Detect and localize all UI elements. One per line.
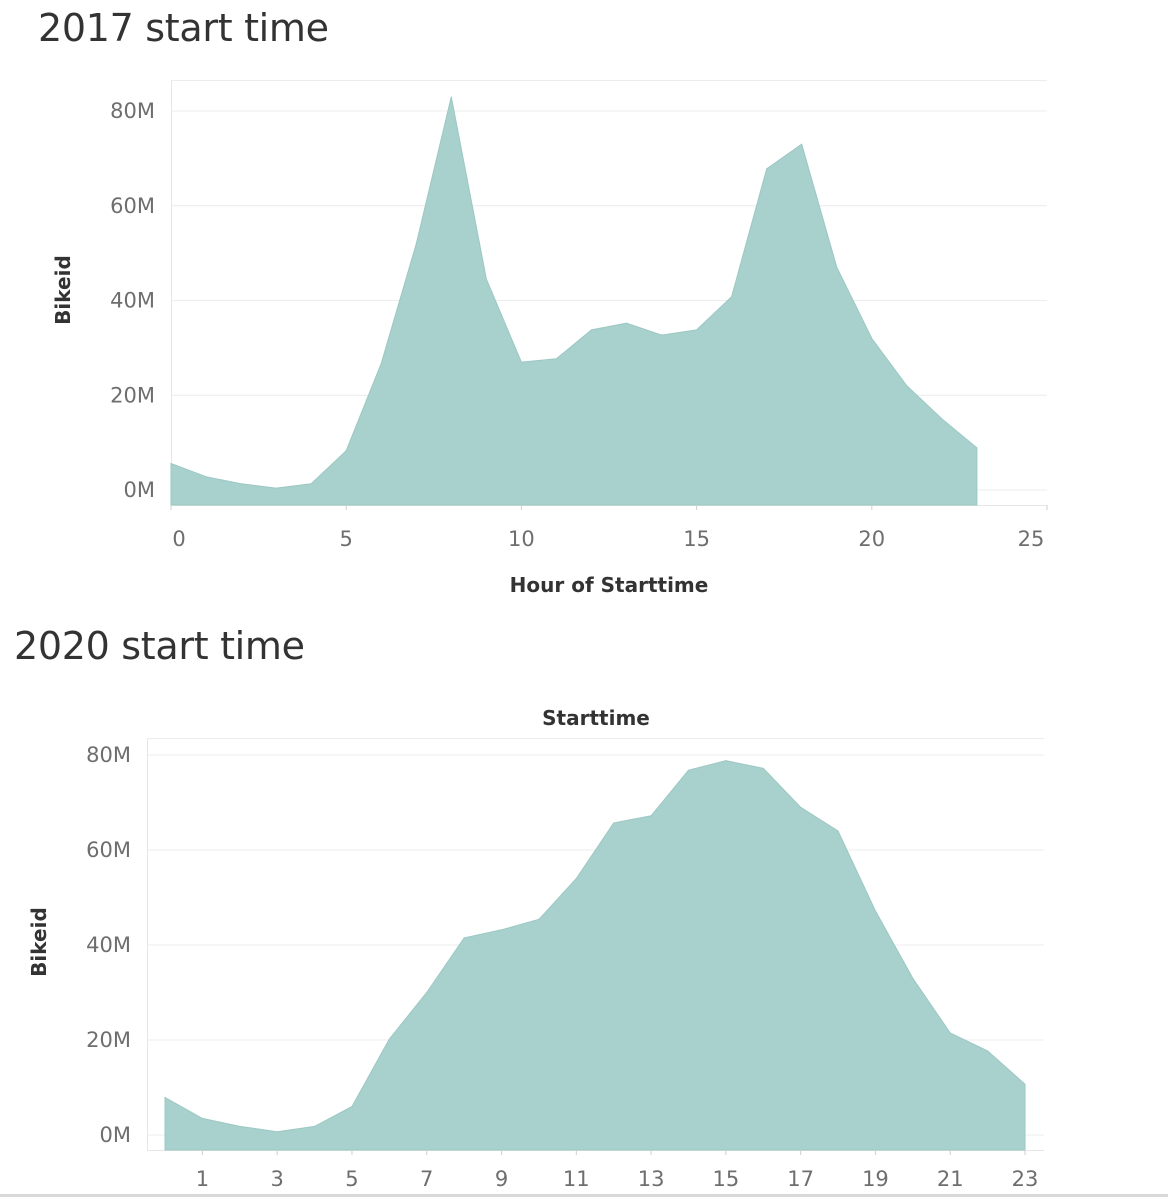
bottom-divider — [0, 1194, 1168, 1197]
data-point-hour-8 — [450, 96, 452, 98]
data-point-hour-7 — [426, 991, 428, 993]
data-point-hour-22 — [941, 418, 943, 420]
data-point-hour-15 — [725, 760, 727, 762]
x-axis-title: Hour of Starttime — [510, 573, 709, 597]
data-point-hour-10 — [520, 361, 522, 363]
x-tick-label-5: 5 — [345, 1167, 358, 1191]
data-point-hour-12 — [613, 822, 615, 824]
data-point-hour-9 — [485, 278, 487, 280]
x-tick-label-11: 11 — [563, 1167, 590, 1191]
data-point-hour-18 — [801, 143, 803, 145]
data-point-hour-3 — [276, 1131, 278, 1133]
x-tick-label-10: 10 — [508, 527, 535, 551]
data-point-hour-2 — [239, 1125, 241, 1127]
y-tick-label-40m: 40M — [110, 289, 155, 313]
data-point-hour-14 — [660, 334, 662, 336]
y-tick-label-60m: 60M — [86, 838, 131, 862]
data-point-hour-4 — [310, 483, 312, 485]
data-point-hour-11 — [575, 877, 577, 879]
data-point-hour-10 — [538, 918, 540, 920]
data-point-hour-21 — [906, 385, 908, 387]
data-point-hour-5 — [345, 450, 347, 452]
x-tick-label-7: 7 — [420, 1167, 433, 1191]
data-point-hour-23 — [976, 447, 978, 449]
x-tick-label-15: 15 — [683, 527, 710, 551]
x-tick-label-19: 19 — [862, 1167, 889, 1191]
data-point-hour-14 — [687, 769, 689, 771]
data-point-hour-0 — [164, 1096, 166, 1098]
data-point-hour-6 — [388, 1038, 390, 1040]
y-tick-label-80m: 80M — [86, 743, 131, 767]
x-tick-label-25: 25 — [1018, 527, 1045, 551]
data-point-hour-13 — [625, 322, 627, 324]
data-point-hour-11 — [555, 358, 557, 360]
data-point-hour-4 — [313, 1125, 315, 1127]
data-point-hour-13 — [650, 815, 652, 817]
data-point-hour-21 — [949, 1032, 951, 1034]
x-tick-label-20: 20 — [858, 527, 885, 551]
x-tick-label-23: 23 — [1012, 1167, 1039, 1191]
data-point-hour-6 — [380, 362, 382, 364]
x-tick-label-13: 13 — [638, 1167, 665, 1191]
y-tick-label-40m: 40M — [86, 933, 131, 957]
chart-title-2017: 2017 start time — [38, 6, 329, 50]
data-point-hour-1 — [205, 476, 207, 478]
y-tick-label-20m: 20M — [110, 383, 155, 407]
data-point-hour-3 — [275, 487, 277, 489]
area-series — [170, 96, 978, 506]
data-point-hour-12 — [590, 329, 592, 331]
data-point-hour-1 — [201, 1117, 203, 1119]
data-point-hour-18 — [837, 830, 839, 832]
y-tick-label-60m: 60M — [110, 194, 155, 218]
data-point-hour-9 — [500, 929, 502, 931]
data-point-hour-2 — [240, 483, 242, 485]
data-point-hour-8 — [463, 937, 465, 939]
data-point-hour-5 — [351, 1105, 353, 1107]
y-tick-label-80m: 80M — [110, 99, 155, 123]
chart-title-2020: 2020 start time — [14, 624, 305, 668]
data-point-hour-0 — [170, 462, 172, 464]
data-point-hour-15 — [695, 329, 697, 331]
y-axis-title: Bikeid — [51, 255, 75, 325]
data-point-hour-20 — [871, 337, 873, 339]
data-point-hour-23 — [1024, 1083, 1026, 1085]
x-tick-label-3: 3 — [270, 1167, 283, 1191]
data-point-hour-19 — [874, 910, 876, 912]
data-point-hour-17 — [800, 806, 802, 808]
y-tick-label-0m: 0M — [124, 478, 155, 502]
x-tick-label-0: 0 — [172, 527, 185, 551]
data-point-hour-20 — [912, 977, 914, 979]
x-tick-label-17: 17 — [787, 1167, 814, 1191]
x-tick-label-5: 5 — [340, 527, 353, 551]
x-tick-label-9: 9 — [495, 1167, 508, 1191]
x-tick-label-1: 1 — [196, 1167, 209, 1191]
data-point-hour-16 — [762, 767, 764, 769]
data-point-hour-16 — [730, 296, 732, 298]
y-tick-label-20m: 20M — [86, 1028, 131, 1052]
area-series — [164, 760, 1026, 1151]
data-point-hour-17 — [766, 168, 768, 170]
data-point-hour-19 — [836, 266, 838, 268]
y-axis-title: Bikeid — [27, 907, 51, 977]
data-point-hour-22 — [986, 1050, 988, 1052]
chart-2017-start-time: 0M 20M 40M 60M 80M 0 5 10 15 20 25 Bikeid Hour of St… — [51, 80, 1048, 597]
data-point-hour-7 — [415, 243, 417, 245]
x-tick-label-21: 21 — [937, 1167, 964, 1191]
x-axis-title: Starttime — [542, 706, 650, 730]
y-tick-label-0m: 0M — [100, 1123, 131, 1147]
x-tick-label-15: 15 — [713, 1167, 740, 1191]
